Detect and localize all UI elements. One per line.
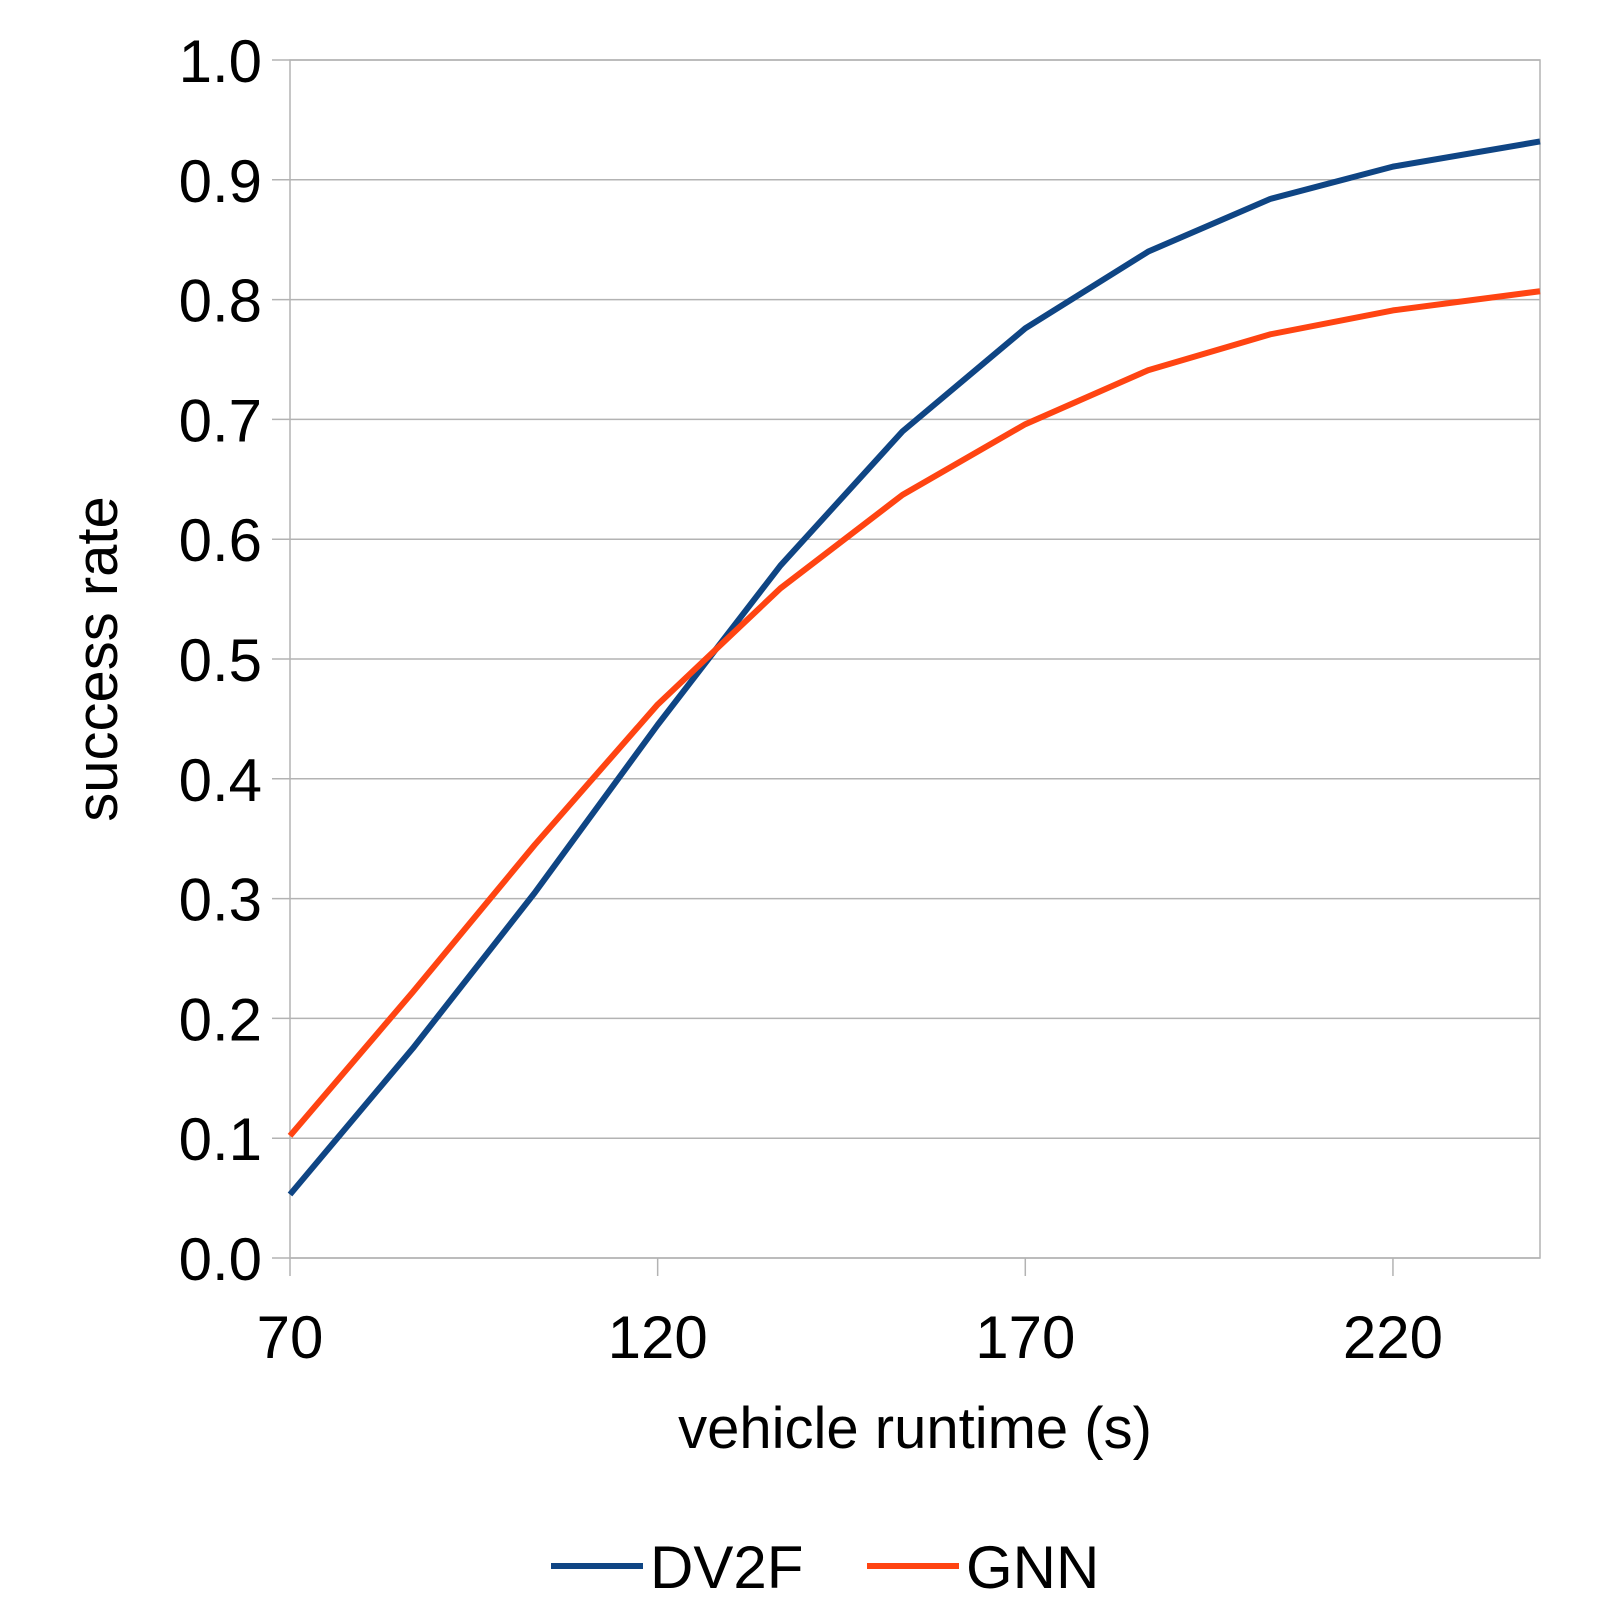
x-tick-label: 120 <box>608 1304 708 1371</box>
legend-label-dv2f: DV2F <box>650 1534 803 1601</box>
x-tick-label: 220 <box>1343 1304 1443 1371</box>
y-axis-tick-labels: 0.0 0.1 0.2 0.3 0.4 0.5 0.6 0.7 0.8 0.9 1.0 <box>179 28 262 1293</box>
y-tick-label: 0.8 <box>179 268 262 335</box>
series-line-gnn <box>287 288 1541 1138</box>
x-tick-label: 170 <box>975 1304 1075 1371</box>
series-line-dv2f <box>287 138 1541 1197</box>
y-tick-label: 0.5 <box>179 627 262 694</box>
y-tick-label: 0.4 <box>179 747 262 814</box>
y-tick-label: 0.3 <box>179 867 262 934</box>
series-lines <box>287 138 1541 1197</box>
legend-label-gnn: GNN <box>966 1534 1099 1601</box>
y-tick-label: 1.0 <box>179 28 262 95</box>
y-tick-label: 0.0 <box>179 1226 262 1293</box>
x-tick-label: 70 <box>257 1304 324 1371</box>
x-axis-tick-labels: 70 120 170 220 <box>257 1304 1443 1371</box>
y-tick-label: 0.1 <box>179 1106 262 1173</box>
plot-area-frame <box>289 59 1541 1259</box>
x-axis-label: vehicle runtime (s) <box>678 1396 1152 1461</box>
gridlines <box>272 59 1540 1276</box>
y-tick-label: 0.2 <box>179 986 262 1053</box>
legend: DV2F GNN <box>551 1534 1099 1601</box>
y-tick-label: 0.9 <box>179 148 262 215</box>
y-tick-label: 0.7 <box>179 387 262 454</box>
y-tick-label: 0.6 <box>179 507 262 574</box>
y-axis-label: success rate <box>65 496 130 822</box>
